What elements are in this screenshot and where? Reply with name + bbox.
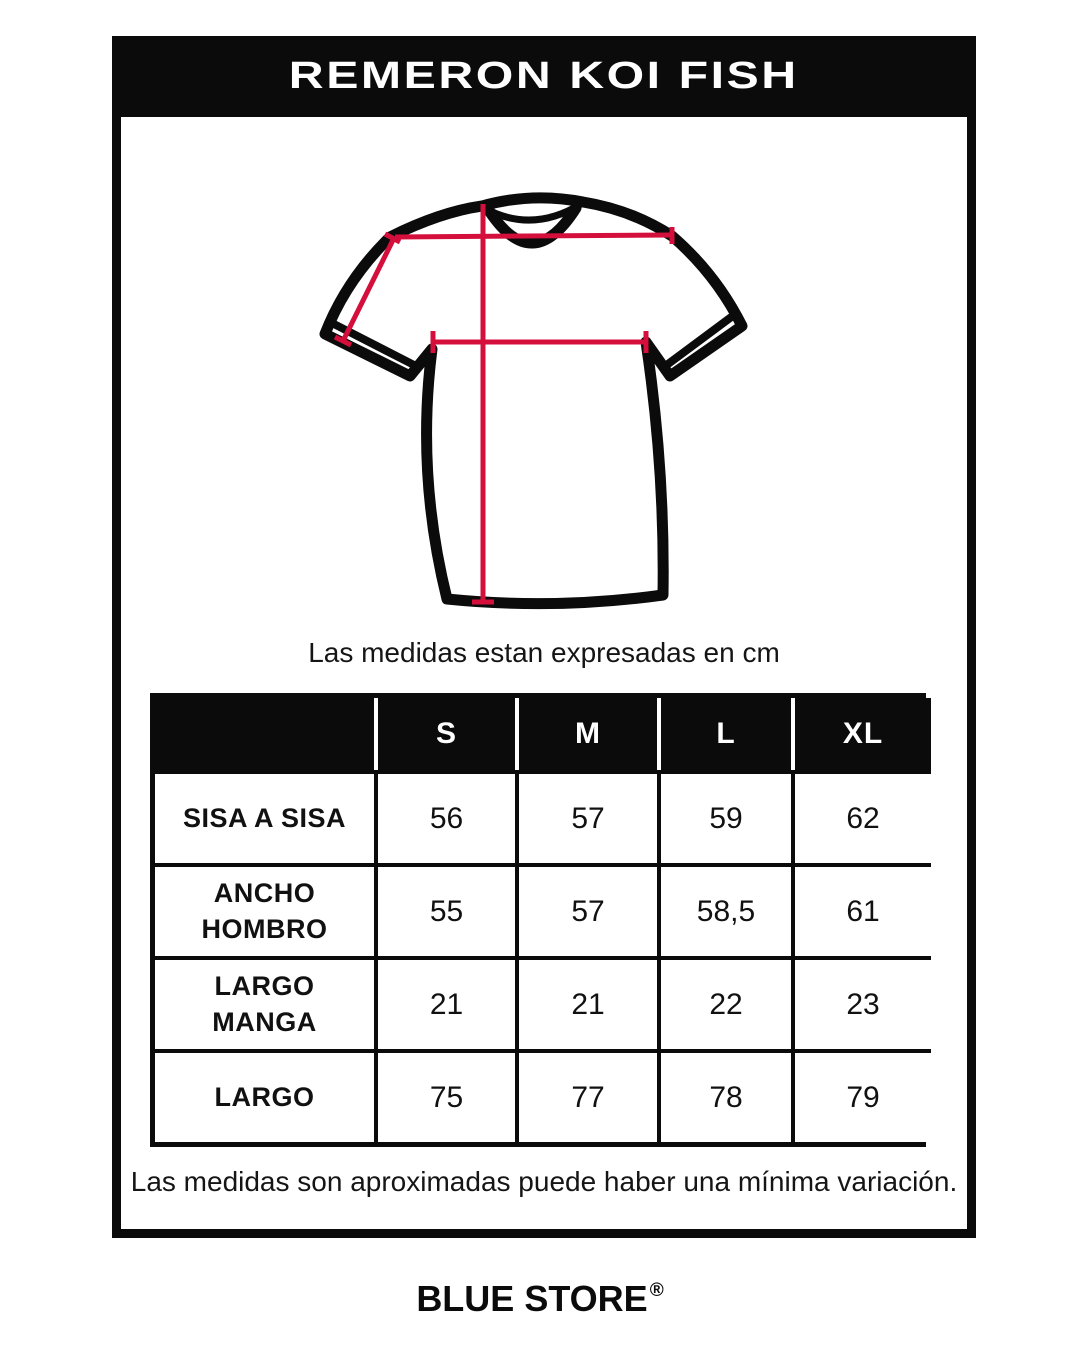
brand-name: BLUE STORE [416, 1278, 648, 1319]
product-title: REMERON KOI FISH [289, 55, 799, 97]
registered-mark: ® [649, 1280, 664, 1301]
size-table: S M L XL SISA A SISA 56 57 59 62 ANCHO H… [150, 693, 931, 1147]
neckline-arc [484, 202, 582, 249]
disclaimer-note: Las medidas son aproximadas puede haber … [130, 1166, 958, 1197]
size-guide-panel: Las medidas estan expresadas en cm S M L… [112, 117, 976, 1238]
size-value: 22 [661, 956, 795, 1049]
size-value: 55 [378, 863, 519, 956]
size-value: 59 [661, 770, 795, 863]
title-bar: REMERON KOI FISH [112, 36, 976, 117]
sleeve-length-line [340, 236, 397, 343]
right-cuff-line [660, 311, 738, 371]
size-value: 21 [378, 956, 519, 1049]
size-table-corner-cell [155, 698, 378, 770]
size-value: 78 [661, 1049, 795, 1142]
brand-logo: BLUE STORE ® [0, 1278, 1080, 1320]
size-column-header-m: M [519, 698, 661, 770]
size-column-header-l: L [661, 698, 795, 770]
measure-row-label: ANCHO HOMBRO [155, 863, 378, 956]
size-value: 77 [519, 1049, 661, 1142]
size-value: 79 [795, 1049, 931, 1142]
size-value: 23 [795, 956, 931, 1049]
size-column-header-xl: XL [795, 698, 931, 770]
size-value: 61 [795, 863, 931, 956]
shoulder-width-line [394, 232, 673, 240]
units-note: Las medidas estan expresadas en cm [308, 637, 780, 668]
size-column-header-s: S [378, 698, 519, 770]
size-value: 58,5 [661, 863, 795, 956]
size-value: 21 [519, 956, 661, 1049]
tshirt-outline [319, 192, 748, 610]
measure-row-label: LARGO [155, 1049, 378, 1142]
tshirt-measurement-diagram [319, 192, 748, 610]
sleeve-length-end-tick [333, 334, 353, 348]
size-value: 62 [795, 770, 931, 863]
measure-row-label: SISA A SISA [155, 770, 378, 863]
measure-row-label: LARGO MANGA [155, 956, 378, 1049]
size-value: 57 [519, 863, 661, 956]
size-value: 56 [378, 770, 519, 863]
size-value: 75 [378, 1049, 519, 1142]
size-value: 57 [519, 770, 661, 863]
